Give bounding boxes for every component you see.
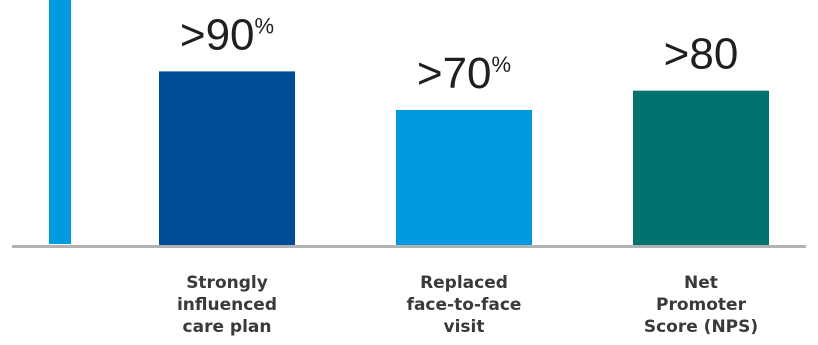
data-labels-group: >90% >70% >80 bbox=[180, 10, 738, 98]
category-labels-group: Strongly influenced care plan Replaced face-… bbox=[177, 273, 758, 337]
data-label-3: >80 bbox=[664, 30, 739, 79]
category-label-2: Replaced face-to-face visit bbox=[407, 273, 522, 337]
category-label-1: Strongly influenced care plan bbox=[177, 273, 277, 337]
category-label-3: Net Promoter Score (NPS) bbox=[644, 273, 758, 337]
data-label-1: >90% bbox=[180, 10, 274, 59]
bar-3 bbox=[633, 90, 769, 246]
bar-2 bbox=[396, 109, 532, 245]
data-label-2: >70% bbox=[417, 49, 511, 98]
bar-1 bbox=[159, 71, 295, 245]
bars-group bbox=[159, 71, 769, 246]
accent-bar bbox=[49, 0, 71, 244]
